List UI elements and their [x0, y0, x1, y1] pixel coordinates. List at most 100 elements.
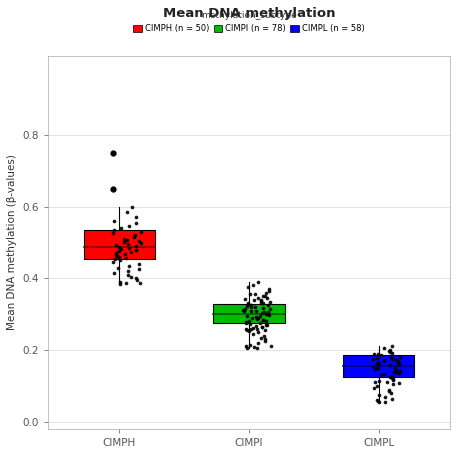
Point	[255, 294, 262, 302]
Point	[261, 293, 268, 300]
Point	[132, 275, 139, 282]
Point	[243, 344, 250, 352]
Point	[244, 283, 252, 291]
Point	[111, 269, 118, 277]
Point	[248, 303, 255, 311]
Point	[136, 237, 143, 244]
Point	[123, 236, 131, 243]
Point	[380, 371, 388, 378]
Point	[244, 327, 251, 334]
Point	[116, 248, 123, 255]
Point	[255, 329, 262, 336]
Point	[256, 312, 264, 319]
Point	[262, 311, 270, 318]
Point	[123, 254, 130, 261]
Point	[263, 294, 271, 302]
Point	[118, 224, 125, 232]
Point	[252, 313, 260, 321]
Point	[114, 264, 121, 271]
Point	[249, 324, 256, 332]
Point	[132, 219, 139, 226]
Point	[377, 352, 384, 359]
Bar	[343, 355, 414, 377]
Point	[252, 322, 260, 329]
Bar	[213, 304, 285, 323]
Point	[260, 304, 267, 311]
Point	[251, 344, 258, 351]
Point	[255, 314, 262, 321]
Point	[388, 374, 395, 382]
Point	[266, 305, 274, 313]
Point	[370, 355, 377, 363]
Point	[128, 203, 136, 210]
Point	[373, 361, 380, 368]
Point	[246, 321, 253, 328]
Point	[136, 266, 143, 273]
Point	[112, 251, 119, 258]
Point	[374, 364, 381, 372]
Point	[377, 372, 385, 379]
Point	[252, 307, 260, 314]
Point	[259, 299, 266, 306]
Point	[246, 291, 253, 298]
Point	[263, 321, 271, 329]
Point	[388, 355, 395, 363]
Point	[244, 300, 252, 307]
Point	[385, 388, 393, 395]
Point	[250, 296, 258, 303]
Point	[381, 398, 388, 405]
Point	[128, 249, 135, 256]
Point	[387, 374, 394, 381]
Point	[112, 242, 119, 249]
Point	[260, 316, 267, 323]
Point	[376, 399, 383, 406]
Point	[389, 372, 396, 379]
Point	[262, 311, 269, 318]
Point	[260, 332, 267, 339]
Point	[258, 296, 265, 303]
Point	[133, 277, 140, 284]
Point	[259, 293, 266, 300]
Point	[109, 230, 117, 237]
Point	[253, 344, 260, 352]
Point	[248, 307, 255, 314]
Point	[249, 330, 256, 338]
Point	[267, 298, 274, 305]
Point	[392, 366, 399, 374]
Point	[113, 253, 121, 260]
Bar	[84, 230, 155, 258]
Point	[382, 393, 389, 400]
Point	[390, 368, 398, 375]
Point	[117, 278, 124, 286]
Point	[388, 343, 396, 350]
Point	[263, 289, 270, 296]
Point	[115, 243, 122, 250]
Point	[395, 370, 403, 377]
Point	[240, 308, 248, 315]
Point	[395, 361, 402, 368]
Point	[257, 334, 265, 341]
Point	[371, 365, 378, 372]
Point	[262, 317, 270, 324]
Point	[256, 319, 264, 327]
Point	[121, 250, 128, 258]
Point	[259, 323, 266, 330]
Point	[112, 249, 119, 257]
Point	[250, 282, 257, 289]
Point	[247, 302, 255, 309]
Point	[396, 359, 403, 366]
Point	[388, 349, 396, 357]
Point	[395, 379, 403, 387]
Point	[257, 297, 265, 304]
Point	[109, 258, 117, 266]
Point	[396, 367, 404, 374]
Point	[242, 325, 249, 332]
Point	[373, 397, 380, 404]
Point	[239, 306, 247, 313]
Point	[255, 278, 262, 286]
Point	[393, 356, 400, 364]
Point	[131, 232, 138, 239]
Point	[265, 302, 272, 309]
Point	[389, 376, 396, 383]
Point	[123, 208, 130, 216]
